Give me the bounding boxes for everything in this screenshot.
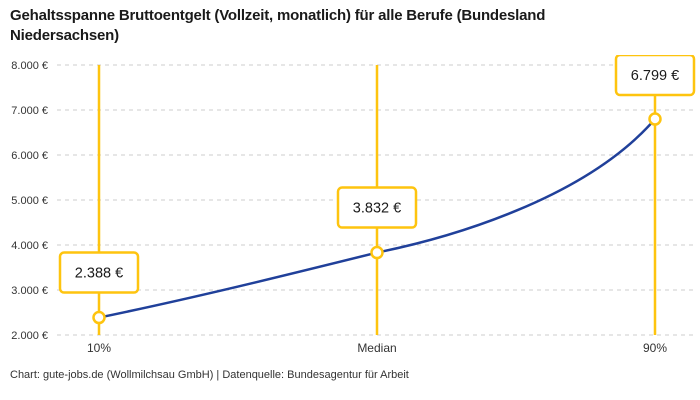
y-axis-label: 8.000 € xyxy=(11,60,48,72)
x-axis-label: 90% xyxy=(643,341,667,355)
y-axis-label: 7.000 € xyxy=(11,105,48,117)
chart-source: Chart: gute-jobs.de (Wollmilchsau GmbH) … xyxy=(10,369,409,381)
y-axis-label: 2.000 € xyxy=(11,330,48,342)
x-axis-label: 10% xyxy=(87,341,111,355)
y-axis-label: 4.000 € xyxy=(11,240,48,252)
data-point-marker xyxy=(648,112,662,126)
chart-title-line-1: Gehaltsspanne Bruttoentgelt (Vollzeit, m… xyxy=(10,7,546,24)
salary-range-plot: 8.000 € 7.000 € 6.000 € 5.000 € 4.000 € 3.000… xyxy=(11,53,696,355)
value-label: 6.799 € xyxy=(631,68,679,84)
y-axis-label: 6.000 € xyxy=(11,150,48,162)
plot-area: 8.000 € 7.000 € 6.000 € 5.000 € 4.000 € 3.000… xyxy=(0,53,700,365)
value-label: 3.832 € xyxy=(353,201,401,217)
value-label-box xyxy=(614,53,696,97)
data-point-marker xyxy=(370,245,384,260)
x-axis-label: Median xyxy=(357,341,396,355)
y-axis-label: 3.000 € xyxy=(11,285,48,297)
value-label-box xyxy=(58,251,140,294)
value-label: 2.388 € xyxy=(75,266,123,282)
data-point-marker xyxy=(92,310,106,325)
y-axis-label: 5.000 € xyxy=(11,195,48,207)
chart-title: Gehaltsspanne Bruttoentgelt (Vollzeit, m… xyxy=(10,6,545,46)
value-label-box xyxy=(336,186,418,229)
chart-title-line-2: Niedersachsen) xyxy=(10,27,119,44)
